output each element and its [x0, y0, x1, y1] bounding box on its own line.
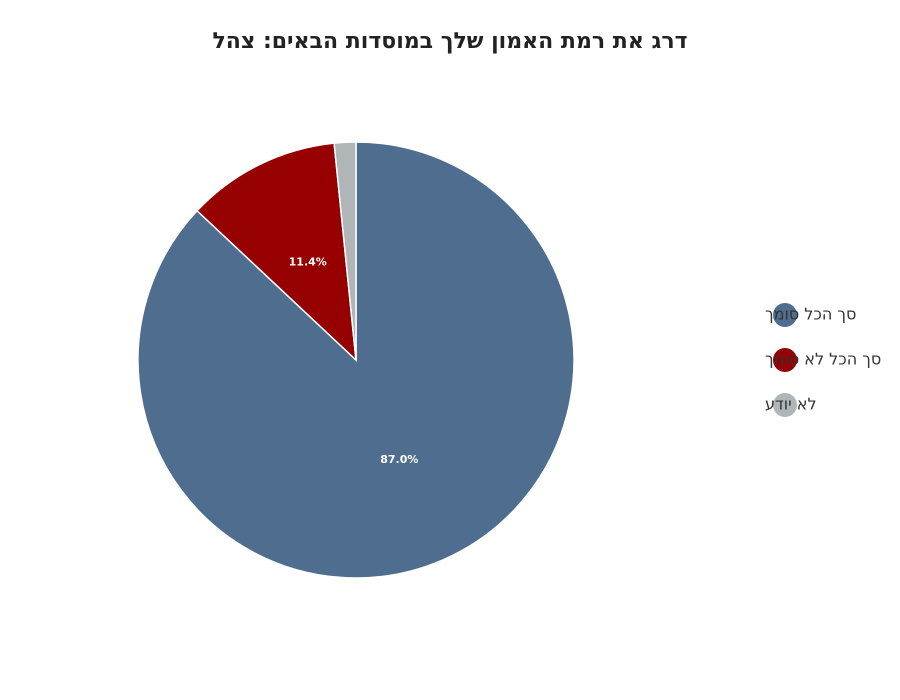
- pie-slice: [196, 142, 357, 362]
- chart-title: דרג את רמת האמון שלך במוסדות הבאים: צהל: [213, 29, 688, 54]
- pie-slice: [333, 141, 357, 361]
- legend-label: סך הכל סומך: [765, 305, 856, 324]
- legend-marker: [773, 303, 797, 327]
- data-label: 87.0%: [380, 453, 418, 466]
- data-label: 11.4%: [289, 255, 327, 268]
- legend-label: סך הכל לא סומך: [765, 350, 881, 369]
- legend-marker: [773, 348, 797, 372]
- legend-label: לא יודע: [765, 395, 817, 414]
- legend-marker: [773, 393, 797, 417]
